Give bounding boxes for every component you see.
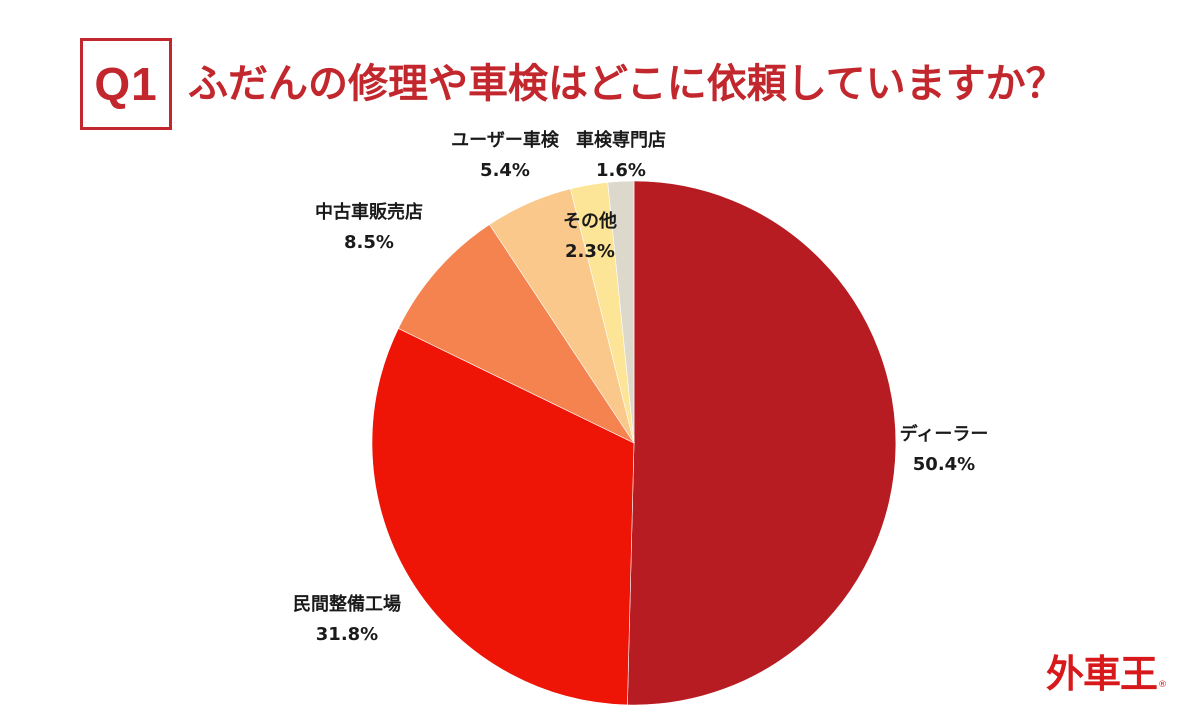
pie-slice-inspection-specialist <box>607 180 635 444</box>
slice-label-other-name: その他 <box>563 211 617 232</box>
slice-label-user-inspection-name: ユーザー車検 <box>451 130 559 151</box>
pie-slice-dealer <box>627 180 897 706</box>
brand-logo-text: 外車王 <box>1046 652 1158 696</box>
slice-label-used-car-dealer-value: 8.5% <box>344 232 394 253</box>
slice-label-used-car-dealer: 中古車販売店 8.5% <box>315 198 423 258</box>
slice-label-user-inspection: ユーザー車検 5.4% <box>451 126 559 186</box>
slice-label-private-garage-value: 31.8% <box>315 624 379 645</box>
slice-label-other: その他 2.3% <box>563 207 617 267</box>
slice-label-private-garage-name: 民間整備工場 <box>293 594 401 615</box>
chart-title: ふだんの修理や車検はどこに依頼していますか？ <box>188 61 1066 107</box>
slice-label-user-inspection-value: 5.4% <box>480 160 530 181</box>
pie-slice-used-car-dealer <box>397 224 635 444</box>
question-badge: Q1 <box>80 38 172 130</box>
slice-label-dealer-value: 50.4% <box>912 454 976 475</box>
slice-label-dealer-name: ディーラー <box>899 424 989 445</box>
slice-label-inspection-specialist-value: 1.6% <box>596 160 646 181</box>
brand-logo: 外車王 ® <box>1046 651 1167 697</box>
slice-label-other-value: 2.3% <box>565 241 615 262</box>
slice-label-inspection-specialist-name: 車検専門店 <box>576 130 666 151</box>
slice-label-inspection-specialist: 車検専門店 1.6% <box>576 126 666 186</box>
registered-mark-icon: ® <box>1158 680 1168 690</box>
slice-label-dealer: ディーラー 50.4% <box>900 420 989 480</box>
pie-slice-private-garage <box>371 328 635 706</box>
slice-label-used-car-dealer-name: 中古車販売店 <box>315 202 423 223</box>
slice-label-private-garage: 民間整備工場 31.8% <box>293 590 401 650</box>
